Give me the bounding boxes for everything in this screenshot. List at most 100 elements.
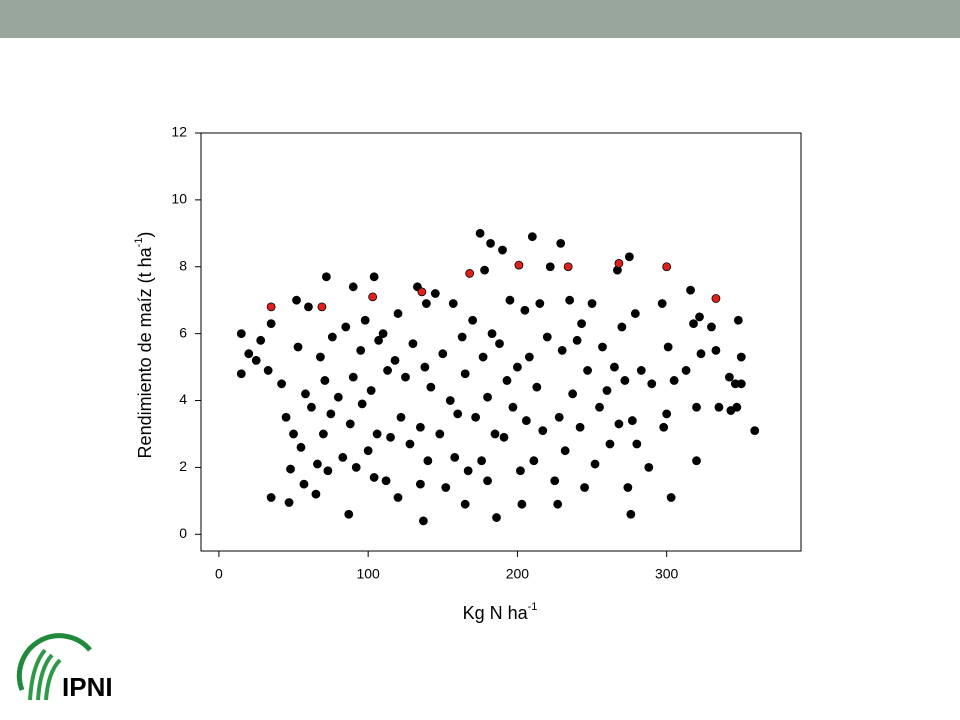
point [320, 376, 330, 385]
point [460, 369, 470, 379]
y-tick-label: 2 [179, 458, 187, 474]
point [498, 245, 507, 255]
point [492, 513, 501, 522]
y-tick-label: 0 [179, 525, 187, 541]
point [750, 426, 760, 436]
point [266, 493, 276, 502]
point [360, 315, 370, 325]
point [565, 295, 575, 305]
point [681, 366, 691, 375]
point [724, 372, 734, 382]
y-tick-label: 12 [171, 124, 187, 140]
point [620, 376, 630, 385]
point [736, 379, 746, 389]
point [610, 362, 619, 372]
point [435, 429, 445, 439]
point [521, 416, 531, 425]
point [529, 456, 539, 466]
point [374, 335, 384, 345]
point [517, 499, 527, 509]
point [405, 439, 415, 449]
point [311, 489, 321, 499]
point [736, 352, 746, 362]
point [366, 386, 376, 395]
point [357, 399, 367, 409]
point [299, 479, 309, 489]
point [277, 379, 286, 389]
point [468, 315, 478, 325]
point [475, 228, 485, 238]
point [356, 345, 366, 355]
point [711, 345, 721, 355]
point [266, 319, 276, 329]
point [583, 366, 592, 375]
header-bar [0, 0, 960, 38]
point [696, 349, 706, 359]
point [587, 299, 597, 308]
point [341, 322, 351, 332]
point [692, 456, 701, 466]
point [326, 409, 336, 419]
point [316, 352, 325, 362]
point [595, 402, 604, 412]
point [372, 429, 382, 439]
point [572, 335, 582, 345]
point [478, 352, 488, 362]
point [695, 312, 704, 322]
point [450, 452, 460, 462]
point [338, 452, 348, 462]
point [284, 498, 294, 507]
point [307, 402, 316, 412]
y-tick-label: 10 [171, 191, 187, 207]
point [463, 466, 473, 476]
point [624, 252, 634, 262]
point [441, 483, 451, 492]
point [236, 329, 246, 339]
point [689, 319, 698, 329]
point [577, 319, 586, 329]
point [556, 238, 566, 248]
point [368, 292, 378, 302]
point [686, 285, 695, 295]
point [516, 466, 525, 476]
point [281, 412, 291, 422]
point [553, 499, 563, 509]
point [304, 302, 313, 312]
point [416, 479, 425, 489]
point [301, 389, 310, 399]
point [393, 493, 403, 502]
point [644, 462, 654, 472]
point [733, 315, 743, 325]
point [318, 429, 328, 439]
point [445, 396, 455, 405]
point [647, 379, 657, 389]
point [505, 295, 515, 305]
point [393, 309, 403, 318]
point [495, 339, 504, 349]
point [542, 332, 552, 342]
point [636, 366, 646, 375]
point [465, 269, 475, 278]
point [538, 426, 548, 436]
point [417, 287, 427, 297]
point [401, 372, 410, 382]
point [251, 355, 261, 365]
point [426, 382, 436, 392]
logo-text: IPNI [62, 672, 113, 702]
point [550, 476, 560, 486]
point [605, 439, 615, 449]
point [421, 299, 431, 308]
point [623, 483, 633, 492]
point [266, 302, 276, 312]
x-tick-label: 100 [356, 566, 380, 582]
point [244, 349, 254, 359]
point [453, 409, 463, 419]
x-tick-label: 200 [506, 566, 530, 582]
point [344, 509, 354, 519]
point [545, 262, 555, 272]
point [383, 366, 392, 375]
point [378, 329, 388, 339]
point [448, 299, 458, 308]
point [560, 446, 570, 456]
